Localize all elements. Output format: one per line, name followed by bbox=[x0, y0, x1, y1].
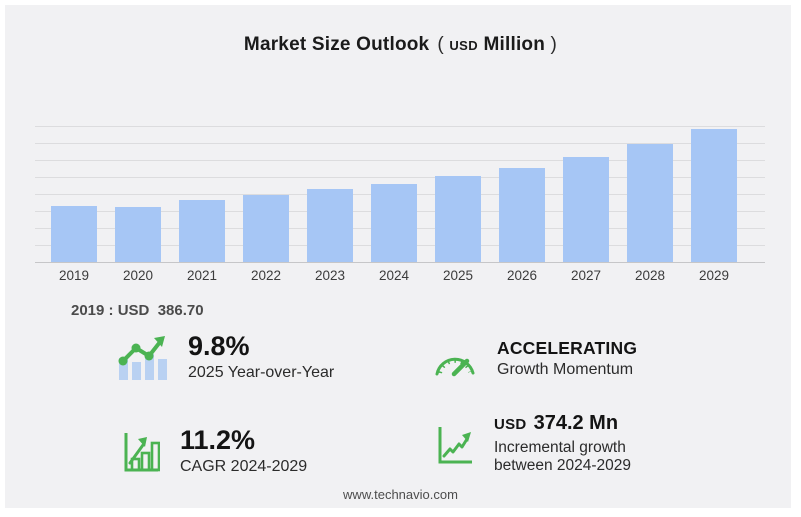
bar-2027 bbox=[563, 157, 609, 263]
x-axis-line bbox=[35, 262, 765, 263]
stat-caption: CAGR 2024-2029 bbox=[180, 458, 308, 476]
bar-2020 bbox=[115, 207, 161, 263]
x-axis-label-2027: 2027 bbox=[570, 268, 602, 283]
stat-value: USD 374.2 Mn bbox=[494, 413, 679, 434]
stat-cagr: 11.2% CAGR 2024-2029 bbox=[122, 426, 307, 477]
stat-caption: Incremental growth between 2024-2029 bbox=[494, 439, 632, 475]
incremental-growth-icon bbox=[436, 422, 474, 466]
bar-series bbox=[42, 118, 746, 263]
bar-2029 bbox=[691, 129, 737, 263]
stat-caption: 2025 Year-over-Year bbox=[188, 364, 335, 382]
title-unit-scale: Million bbox=[483, 34, 546, 55]
bar-2023 bbox=[307, 189, 353, 263]
x-axis-label-2020: 2020 bbox=[122, 268, 154, 283]
title-main: Market Size Outlook bbox=[243, 34, 430, 55]
stat-growth-momentum: ACCELERATING Growth Momentum bbox=[433, 339, 637, 380]
cagr-bars-icon bbox=[122, 430, 160, 474]
x-axis-label-2022: 2022 bbox=[250, 268, 282, 283]
x-axis-label-2028: 2028 bbox=[634, 268, 666, 283]
title-unit: ( USD Million ) bbox=[437, 34, 558, 55]
x-axis-label-2024: 2024 bbox=[378, 268, 410, 283]
title-unit-currency: USD bbox=[449, 38, 478, 53]
stat-value-currency: USD bbox=[494, 416, 527, 433]
footer-url: www.technavio.com bbox=[343, 487, 458, 502]
bar-2021 bbox=[179, 200, 225, 263]
stat-caption: Growth Momentum bbox=[497, 361, 634, 379]
x-axis-label-2019: 2019 bbox=[58, 268, 90, 283]
x-axis-labels: 2019 2020 2021 2022 2023 2024 2025 2026 2027 2028… bbox=[42, 268, 746, 283]
bar-chart: 2019 2020 2021 2022 2023 2024 2025 2026 2027 2028… bbox=[35, 118, 765, 283]
bar-2026 bbox=[499, 168, 545, 263]
base-year-value-label: 2019 : USD 386.70 bbox=[71, 302, 204, 319]
x-axis-label-2021: 2021 bbox=[186, 268, 218, 283]
stat-value: 9.8% bbox=[188, 331, 250, 361]
speedometer-icon bbox=[433, 341, 477, 379]
stat-value: 11.2% bbox=[180, 425, 256, 455]
x-axis-label-2029: 2029 bbox=[698, 268, 730, 283]
bar-2024 bbox=[371, 184, 417, 263]
bar-2028 bbox=[627, 144, 673, 263]
bar-2022 bbox=[243, 195, 289, 263]
page-title: Market Size Outlook ( USD Million ) bbox=[0, 34, 801, 56]
x-axis-label-2025: 2025 bbox=[442, 268, 474, 283]
stat-value-amount: 374.2 Mn bbox=[533, 412, 619, 434]
bar-2025 bbox=[435, 176, 481, 263]
stat-yoy-growth: 9.8% 2025 Year-over-Year bbox=[116, 332, 334, 383]
x-axis-label-2023: 2023 bbox=[314, 268, 346, 283]
stat-value: ACCELERATING bbox=[497, 338, 638, 358]
yoy-trend-icon bbox=[116, 334, 168, 382]
bar-2019 bbox=[51, 206, 97, 263]
stat-incremental-growth: USD 374.2 Mn Incremental growth between … bbox=[436, 413, 679, 476]
x-axis-label-2026: 2026 bbox=[506, 268, 538, 283]
